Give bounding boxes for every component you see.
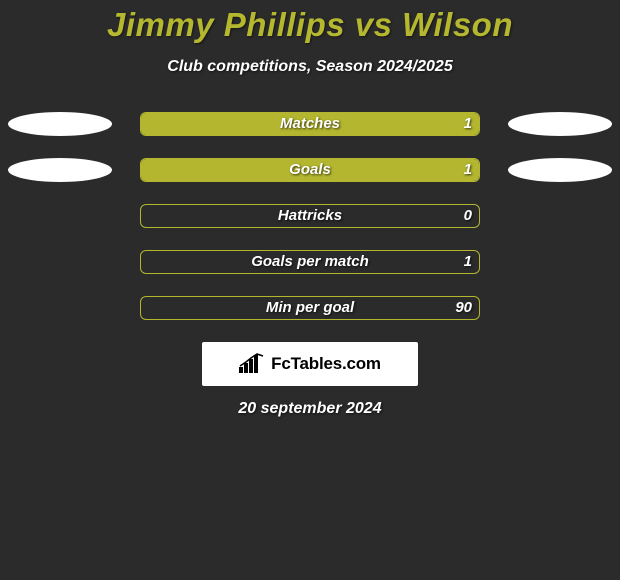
stat-row: Goals per match1 [0,250,620,274]
branding-text: FcTables.com [271,354,381,374]
stat-track [140,296,480,320]
page-subtitle: Club competitions, Season 2024/2025 [0,58,620,76]
stat-track [140,250,480,274]
right-player-ellipse [508,158,612,182]
stat-row: Hattricks0 [0,204,620,228]
branding-badge[interactable]: FcTables.com [202,342,418,386]
stat-track [140,204,480,228]
stat-fill-right [310,113,479,135]
stat-fill-left [141,113,310,135]
stat-row: Goals1 [0,158,620,182]
comparison-chart: Matches1 Goals1 Hattricks0 Goals per match1… [0,112,620,320]
stat-row: Matches1 [0,112,620,136]
left-player-ellipse [8,158,112,182]
left-player-ellipse [8,112,112,136]
stat-track [140,158,480,182]
bar-chart-icon [239,353,265,375]
stats-comparison-page: Jimmy Phillips vs Wilson Club competitio… [0,0,620,580]
page-date: 20 september 2024 [0,400,620,418]
page-title: Jimmy Phillips vs Wilson [0,6,620,44]
stat-fill-right [310,159,479,181]
stat-track [140,112,480,136]
stat-row: Min per goal90 [0,296,620,320]
right-player-ellipse [508,112,612,136]
stat-fill-left [141,159,310,181]
